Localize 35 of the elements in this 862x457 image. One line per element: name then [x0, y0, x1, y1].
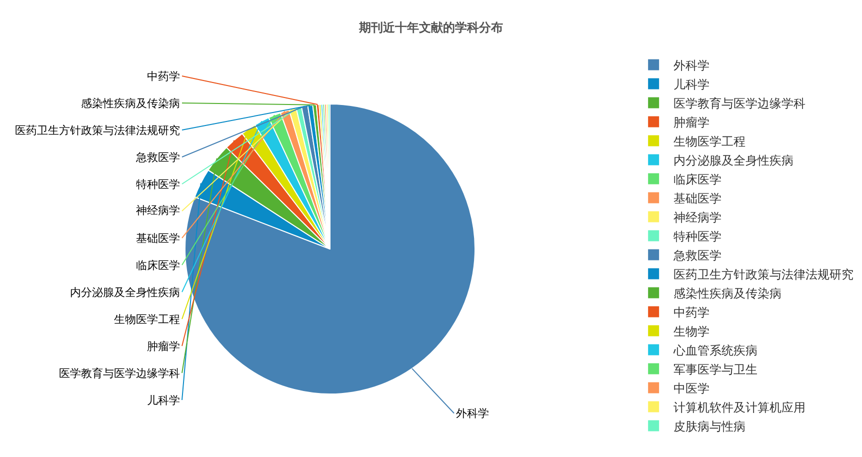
legend-label: 心血管系统疾病: [672, 343, 758, 358]
legend-label: 内分泌腺及全身性疾病: [674, 153, 794, 168]
legend-label: 神经病学: [674, 210, 722, 224]
legend-label: 医学教育与医学边缘学科: [674, 96, 806, 110]
legend-label: 计算机软件及计算机应用: [674, 400, 806, 414]
legend-label: 儿科学: [674, 77, 710, 92]
slice-label: 医学教育与医学边缘学科: [59, 367, 180, 380]
chart-title: 期刊近十年文献的学科分布: [358, 20, 503, 34]
slice-label: 外科学: [456, 407, 489, 420]
slice-label: 感染性疾病及传染病: [81, 97, 180, 110]
legend-label: 基础医学: [674, 191, 722, 206]
legend-label: 外科学: [674, 58, 710, 72]
legend-label: 生物医学工程: [674, 134, 746, 148]
legend-label: 生物学: [674, 324, 710, 338]
legend-label: 特种医学: [674, 229, 722, 244]
slice-label: 急救医学: [135, 151, 180, 164]
slice-label: 肿瘤学: [147, 340, 180, 353]
slice-label: 中药学: [147, 70, 180, 83]
slice-label: 生物医学工程: [114, 313, 180, 326]
slice-label: 神经病学: [136, 204, 180, 217]
legend-label: 肿瘤学: [674, 115, 710, 130]
legend-label: 急救医学: [672, 248, 722, 262]
legend-label: 临床医学: [674, 172, 722, 186]
legend-label: 医药卫生方针政策与法律法规研究: [674, 267, 854, 282]
slice-label: 临床医学: [136, 259, 180, 272]
legend-label: 中医学: [674, 381, 710, 396]
slice-label: 医药卫生方针政策与法律法规研究: [15, 124, 180, 137]
legend-label: 军事医学与卫生: [674, 362, 758, 376]
slice-label: 特种医学: [136, 178, 180, 191]
slice-label: 内分泌腺及全身性疾病: [70, 286, 180, 299]
slice-label: 儿科学: [147, 394, 180, 407]
legend-label: 中药学: [674, 305, 710, 320]
legend-label: 感染性疾病及传染病: [674, 286, 782, 300]
slice-label: 基础医学: [136, 232, 180, 245]
legend-label: 皮肤病与性病: [674, 419, 746, 434]
